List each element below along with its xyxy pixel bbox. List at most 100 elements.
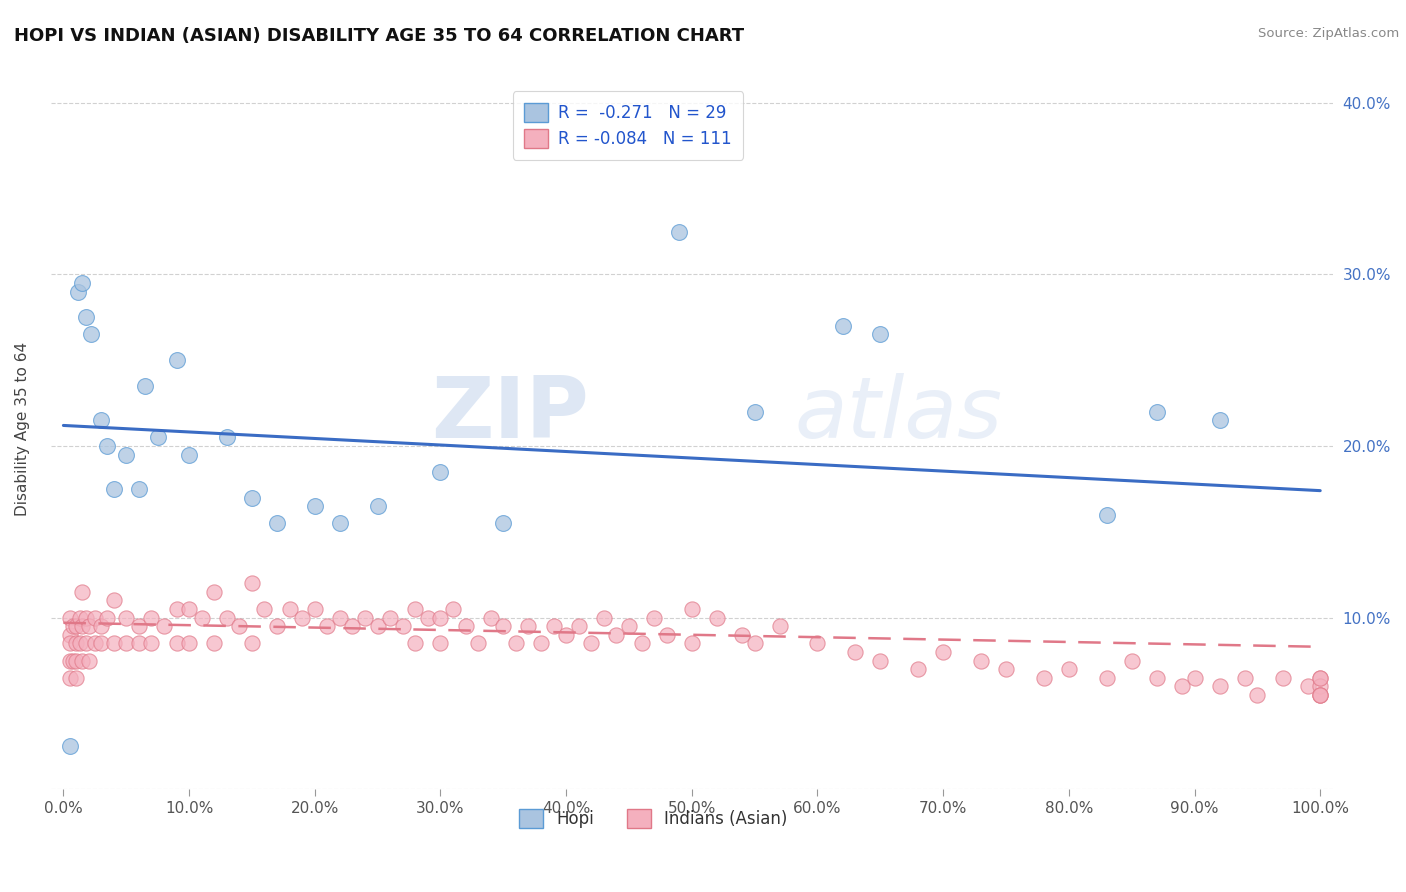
Point bbox=[869, 327, 891, 342]
Point bbox=[67, 285, 90, 299]
Point bbox=[228, 619, 250, 633]
Point bbox=[103, 593, 125, 607]
Point bbox=[1309, 679, 1331, 693]
Point bbox=[72, 619, 94, 633]
Point bbox=[278, 602, 301, 616]
Point bbox=[342, 619, 364, 633]
Point bbox=[1309, 688, 1331, 702]
Point bbox=[316, 619, 339, 633]
Point bbox=[706, 610, 728, 624]
Point bbox=[62, 653, 84, 667]
Point bbox=[90, 619, 112, 633]
Point bbox=[59, 628, 82, 642]
Point bbox=[115, 448, 138, 462]
Point bbox=[668, 225, 690, 239]
Point bbox=[72, 585, 94, 599]
Point bbox=[75, 636, 97, 650]
Point bbox=[146, 430, 169, 444]
Point bbox=[617, 619, 640, 633]
Point bbox=[103, 482, 125, 496]
Point bbox=[454, 619, 477, 633]
Point bbox=[215, 430, 238, 444]
Point bbox=[681, 636, 703, 650]
Point bbox=[1095, 671, 1118, 685]
Point bbox=[1095, 508, 1118, 522]
Point bbox=[202, 636, 225, 650]
Point bbox=[1309, 688, 1331, 702]
Point bbox=[970, 653, 993, 667]
Text: Source: ZipAtlas.com: Source: ZipAtlas.com bbox=[1258, 27, 1399, 40]
Point bbox=[568, 619, 591, 633]
Point bbox=[59, 610, 82, 624]
Point bbox=[655, 628, 678, 642]
Point bbox=[429, 465, 451, 479]
Legend: Hopi, Indians (Asian): Hopi, Indians (Asian) bbox=[513, 803, 794, 835]
Point bbox=[65, 653, 87, 667]
Point bbox=[240, 491, 263, 505]
Point bbox=[96, 610, 118, 624]
Point bbox=[69, 636, 91, 650]
Point bbox=[215, 610, 238, 624]
Point bbox=[1171, 679, 1194, 693]
Point bbox=[517, 619, 540, 633]
Text: HOPI VS INDIAN (ASIAN) DISABILITY AGE 35 TO 64 CORRELATION CHART: HOPI VS INDIAN (ASIAN) DISABILITY AGE 35… bbox=[14, 27, 744, 45]
Point bbox=[429, 610, 451, 624]
Point bbox=[769, 619, 792, 633]
Point bbox=[467, 636, 489, 650]
Point bbox=[543, 619, 565, 633]
Point bbox=[441, 602, 464, 616]
Point bbox=[65, 619, 87, 633]
Point bbox=[253, 602, 276, 616]
Point bbox=[240, 576, 263, 591]
Point bbox=[1032, 671, 1054, 685]
Y-axis label: Disability Age 35 to 64: Disability Age 35 to 64 bbox=[15, 342, 30, 516]
Point bbox=[177, 448, 200, 462]
Point bbox=[605, 628, 627, 642]
Point bbox=[592, 610, 614, 624]
Point bbox=[479, 610, 502, 624]
Point bbox=[404, 636, 426, 650]
Point bbox=[304, 602, 326, 616]
Text: atlas: atlas bbox=[794, 373, 1002, 456]
Point bbox=[115, 636, 138, 650]
Point bbox=[932, 645, 955, 659]
Point bbox=[75, 310, 97, 325]
Point bbox=[266, 619, 288, 633]
Point bbox=[90, 636, 112, 650]
Point bbox=[115, 610, 138, 624]
Point bbox=[806, 636, 828, 650]
Point bbox=[1309, 671, 1331, 685]
Point bbox=[240, 636, 263, 650]
Point bbox=[391, 619, 413, 633]
Point bbox=[1121, 653, 1143, 667]
Point bbox=[831, 318, 853, 333]
Point bbox=[329, 610, 352, 624]
Point bbox=[581, 636, 603, 650]
Point bbox=[1184, 671, 1206, 685]
Point bbox=[83, 636, 105, 650]
Point bbox=[59, 653, 82, 667]
Point bbox=[77, 653, 100, 667]
Point bbox=[166, 636, 188, 650]
Point bbox=[630, 636, 652, 650]
Point bbox=[141, 636, 163, 650]
Point bbox=[643, 610, 665, 624]
Point bbox=[65, 671, 87, 685]
Point bbox=[59, 739, 82, 754]
Point bbox=[1146, 405, 1168, 419]
Point bbox=[59, 636, 82, 650]
Point bbox=[202, 585, 225, 599]
Point bbox=[1208, 679, 1230, 693]
Point bbox=[681, 602, 703, 616]
Point bbox=[90, 413, 112, 427]
Point bbox=[83, 610, 105, 624]
Point bbox=[103, 636, 125, 650]
Point bbox=[72, 276, 94, 290]
Point bbox=[354, 610, 377, 624]
Point bbox=[530, 636, 553, 650]
Point bbox=[869, 653, 891, 667]
Point bbox=[65, 636, 87, 650]
Point bbox=[266, 516, 288, 531]
Point bbox=[492, 619, 515, 633]
Point bbox=[128, 619, 150, 633]
